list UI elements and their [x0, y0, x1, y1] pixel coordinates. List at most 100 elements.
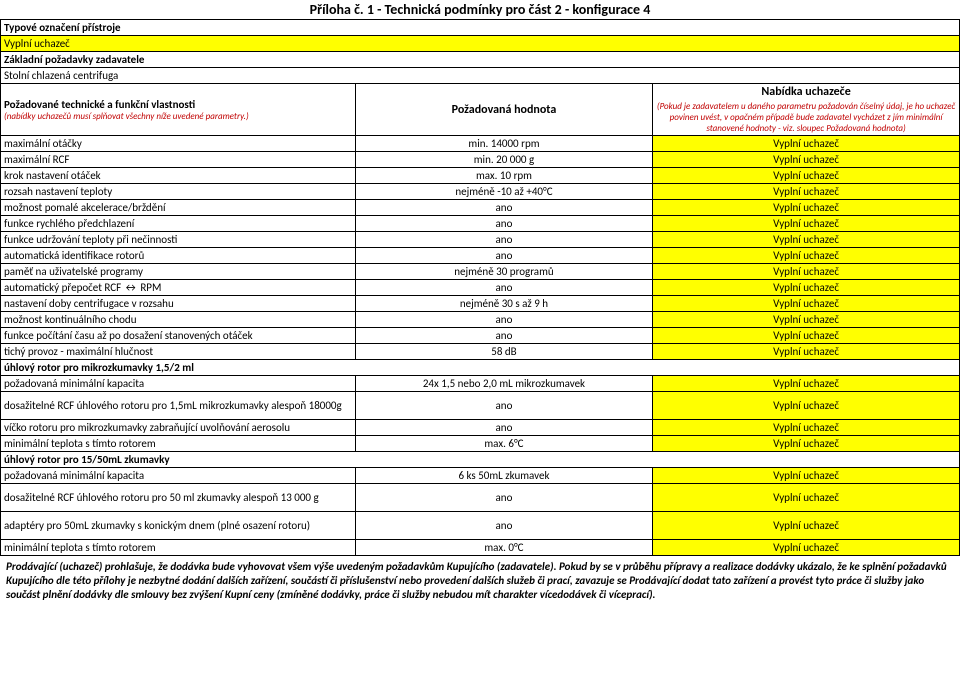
- offer-cell[interactable]: Vyplní uchazeč: [653, 152, 960, 168]
- offer-cell[interactable]: Vyplní uchazeč: [653, 420, 960, 436]
- value-cell: ano: [355, 200, 652, 216]
- spec-row: maximální otáčkymin. 14000 rpmVyplní uch…: [1, 136, 960, 152]
- spec-row: víčko rotoru pro mikrozkumavky zabraňují…: [1, 420, 960, 436]
- offer-cell[interactable]: Vyplní uchazeč: [653, 484, 960, 512]
- spec-row: maximální RCFmin. 20 000 gVyplní uchazeč: [1, 152, 960, 168]
- param-cell: nastavení doby centrifugace v rozsahu: [1, 296, 356, 312]
- value-cell: nejméně 30 programů: [355, 264, 652, 280]
- spec-row: adaptéry pro 50mL zkumavky s konickým dn…: [1, 512, 960, 540]
- offer-cell[interactable]: Vyplní uchazeč: [653, 168, 960, 184]
- value-cell: ano: [355, 392, 652, 420]
- offer-cell[interactable]: Vyplní uchazeč: [653, 232, 960, 248]
- offer-cell[interactable]: Vyplní uchazeč: [653, 136, 960, 152]
- offer-cell[interactable]: Vyplní uchazeč: [653, 200, 960, 216]
- spec-row: tichý provoz - maximální hlučnost58 dBVy…: [1, 344, 960, 360]
- spec-row: minimální teplota s tímto rotoremmax. 0°…: [1, 540, 960, 556]
- param-cell: automatický přepočet RCF ↔ RPM: [1, 280, 356, 296]
- value-cell: ano: [355, 484, 652, 512]
- value-cell: min. 20 000 g: [355, 152, 652, 168]
- value-cell: min. 14000 rpm: [355, 136, 652, 152]
- value-cell: ano: [355, 328, 652, 344]
- value-cell: 24x 1,5 nebo 2,0 mL mikrozkumavek: [355, 376, 652, 392]
- offer-cell[interactable]: Vyplní uchazeč: [653, 468, 960, 484]
- type-fill[interactable]: Vyplní uchazeč: [1, 36, 960, 52]
- offer-cell[interactable]: Vyplní uchazeč: [653, 280, 960, 296]
- spec-row: automatická identifikace rotorůanoVyplní…: [1, 248, 960, 264]
- param-cell: dosažitelné RCF úhlového rotoru pro 50 m…: [1, 484, 356, 512]
- offer-cell[interactable]: Vyplní uchazeč: [653, 248, 960, 264]
- basic-req-desc-row: Stolní chlazená centrifuga: [1, 68, 960, 84]
- value-cell: ano: [355, 420, 652, 436]
- param-cell: maximální RCF: [1, 152, 356, 168]
- spec-row: možnost pomalé akcelerace/bržděníanoVypl…: [1, 200, 960, 216]
- column-header-row: Požadované technické a funkční vlastnost…: [1, 84, 960, 136]
- param-cell: funkce počítání času až po dosažení stan…: [1, 328, 356, 344]
- offer-cell[interactable]: Vyplní uchazeč: [653, 184, 960, 200]
- param-cell: dosažitelné RCF úhlového rotoru pro 1,5m…: [1, 392, 356, 420]
- value-cell: ano: [355, 280, 652, 296]
- spec-row: automatický přepočet RCF ↔ RPManoVyplní …: [1, 280, 960, 296]
- value-cell: ano: [355, 232, 652, 248]
- param-cell: minimální teplota s tímto rotorem: [1, 540, 356, 556]
- param-cell: automatická identifikace rotorů: [1, 248, 356, 264]
- type-fill-row: Vyplní uchazeč: [1, 36, 960, 52]
- param-cell: adaptéry pro 50mL zkumavky s konickým dn…: [1, 512, 356, 540]
- group1-header-row: úhlový rotor pro mikrozkumavky 1,5/2 ml: [1, 360, 960, 376]
- basic-req-label: Základní požadavky zadavatele: [1, 52, 960, 68]
- offer-cell[interactable]: Vyplní uchazeč: [653, 312, 960, 328]
- value-cell: nejméně 30 s až 9 h: [355, 296, 652, 312]
- param-cell: funkce udržování teploty při nečinnosti: [1, 232, 356, 248]
- param-cell: paměť na uživatelské programy: [1, 264, 356, 280]
- spec-row: možnost kontinuálního choduanoVyplní uch…: [1, 312, 960, 328]
- offer-cell[interactable]: Vyplní uchazeč: [653, 512, 960, 540]
- offer-cell[interactable]: Vyplní uchazeč: [653, 264, 960, 280]
- group2-title: úhlový rotor pro 15/50mL zkumavky: [1, 452, 960, 468]
- param-cell: víčko rotoru pro mikrozkumavky zabraňují…: [1, 420, 356, 436]
- offer-cell[interactable]: Vyplní uchazeč: [653, 392, 960, 420]
- value-cell: max. 0°C: [355, 540, 652, 556]
- offer-title: Nabídka uchazeče: [656, 85, 956, 99]
- offer-note: (Pokud je zadavatelem u daného parametru…: [657, 101, 955, 134]
- req-note: (nabídky uchazečů musí splňovat všechny …: [4, 111, 352, 122]
- offer-cell[interactable]: Vyplní uchazeč: [653, 328, 960, 344]
- offer-cell[interactable]: Vyplní uchazeč: [653, 344, 960, 360]
- value-cell: ano: [355, 248, 652, 264]
- spec-table: Příloha č. 1 - Technická podmínky pro čá…: [0, 0, 960, 556]
- param-cell: rozsah nastavení teploty: [1, 184, 356, 200]
- offer-cell[interactable]: Vyplní uchazeč: [653, 376, 960, 392]
- type-label-row: Typové označení přístroje: [1, 20, 960, 36]
- value-cell: 58 dB: [355, 344, 652, 360]
- type-label: Typové označení přístroje: [1, 20, 960, 36]
- offer-cell[interactable]: Vyplní uchazeč: [653, 216, 960, 232]
- value-cell: 6 ks 50mL zkumavek: [355, 468, 652, 484]
- param-cell: funkce rychlého předchlazení: [1, 216, 356, 232]
- param-cell: maximální otáčky: [1, 136, 356, 152]
- spec-row: funkce počítání času až po dosažení stan…: [1, 328, 960, 344]
- param-cell: možnost kontinuálního chodu: [1, 312, 356, 328]
- spec-row: minimální teplota s tímto rotoremmax. 6°…: [1, 436, 960, 452]
- offer-cell[interactable]: Vyplní uchazeč: [653, 296, 960, 312]
- spec-row: požadovaná minimální kapacita24x 1,5 neb…: [1, 376, 960, 392]
- spec-row: rozsah nastavení teplotynejméně -10 až +…: [1, 184, 960, 200]
- col-header-param: Požadované technické a funkční vlastnost…: [1, 84, 356, 136]
- param-cell: požadovaná minimální kapacita: [1, 376, 356, 392]
- param-cell: krok nastavení otáček: [1, 168, 356, 184]
- group2-header-row: úhlový rotor pro 15/50mL zkumavky: [1, 452, 960, 468]
- offer-cell[interactable]: Vyplní uchazeč: [653, 436, 960, 452]
- value-cell: max. 10 rpm: [355, 168, 652, 184]
- spec-row: dosažitelné RCF úhlového rotoru pro 50 m…: [1, 484, 960, 512]
- param-cell: požadovaná minimální kapacita: [1, 468, 356, 484]
- title-row: Příloha č. 1 - Technická podmínky pro čá…: [1, 0, 960, 20]
- value-cell: nejméně -10 až +40°C: [355, 184, 652, 200]
- spec-row: funkce udržování teploty při nečinnostia…: [1, 232, 960, 248]
- spec-row: paměť na uživatelské programynejméně 30 …: [1, 264, 960, 280]
- req-title: Požadované technické a funkční vlastnost…: [4, 98, 352, 111]
- value-cell: max. 6°C: [355, 436, 652, 452]
- doc-title: Příloha č. 1 - Technická podmínky pro čá…: [1, 0, 960, 20]
- param-cell: možnost pomalé akcelerace/brždění: [1, 200, 356, 216]
- value-cell: ano: [355, 312, 652, 328]
- col-header-value: Požadovaná hodnota: [355, 84, 652, 136]
- spec-row: funkce rychlého předchlazeníanoVyplní uc…: [1, 216, 960, 232]
- spec-row: krok nastavení otáčekmax. 10 rpmVyplní u…: [1, 168, 960, 184]
- offer-cell[interactable]: Vyplní uchazeč: [653, 540, 960, 556]
